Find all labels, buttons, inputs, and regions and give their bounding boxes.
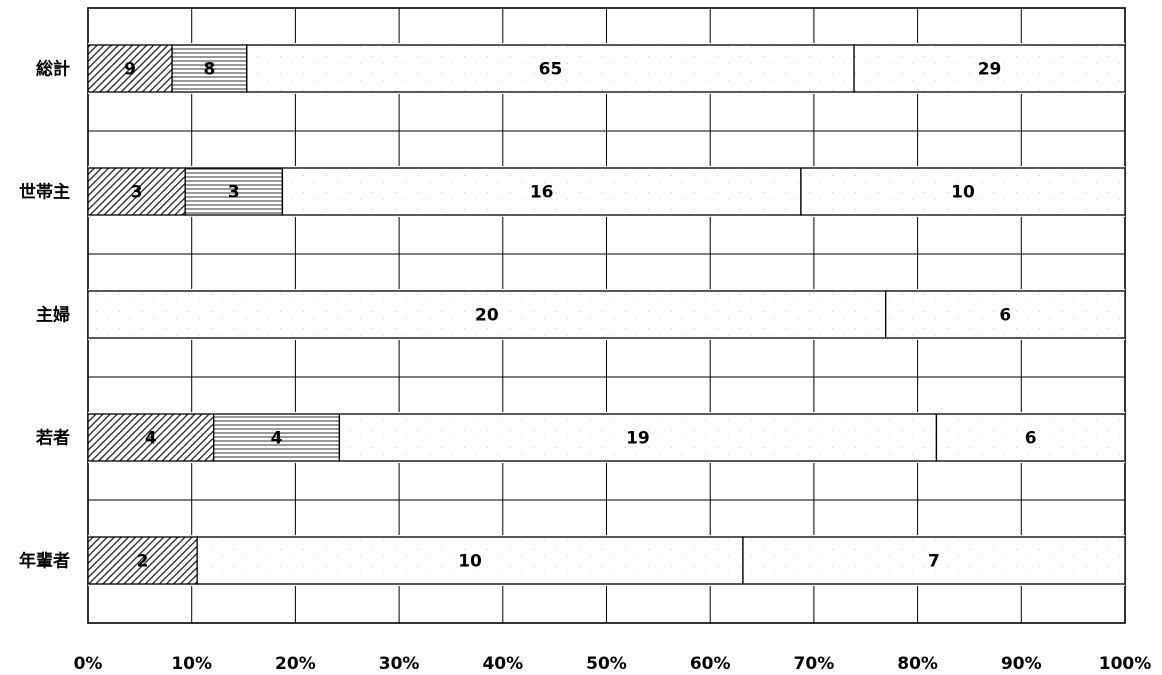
segment-value-label: 9 [124, 60, 136, 80]
bar-segment [87, 44, 173, 93]
segment-value-label: 20 [475, 306, 499, 326]
x-tick-label: 100% [1099, 654, 1152, 674]
x-tick-label: 20% [275, 654, 316, 674]
category-label: 若者 [35, 428, 70, 449]
category-label: 総計 [36, 59, 70, 80]
bar-segment [742, 536, 1126, 585]
segment-value-label: 2 [137, 552, 149, 572]
bar-segment [213, 413, 341, 462]
segment-value-label: 29 [978, 60, 1002, 80]
bar-segment [246, 44, 855, 93]
bar-segment [338, 413, 938, 462]
bar-segment [885, 290, 1126, 339]
bar-segment [853, 44, 1126, 93]
bar-segment [171, 44, 248, 93]
x-tick-label: 0% [74, 654, 103, 674]
category-label: 年輩者 [19, 551, 70, 572]
x-tick-label: 60% [690, 654, 731, 674]
bar-segment [184, 167, 284, 216]
segment-value-label: 10 [951, 183, 975, 203]
x-tick-label: 90% [1001, 654, 1042, 674]
bar-segment [87, 167, 186, 216]
segment-value-label: 8 [204, 60, 216, 80]
bar-segment [87, 536, 198, 585]
segment-value-label: 4 [145, 429, 157, 449]
x-tick-label: 30% [379, 654, 420, 674]
category-label: 主婦 [36, 305, 70, 326]
bar-segment [800, 167, 1126, 216]
segment-value-label: 3 [228, 183, 240, 203]
x-tick-label: 80% [897, 654, 938, 674]
segment-value-label: 7 [928, 552, 940, 572]
segment-value-label: 3 [131, 183, 143, 203]
segment-value-label: 16 [530, 183, 554, 203]
segment-value-label: 4 [271, 429, 283, 449]
segment-value-label: 10 [458, 552, 482, 572]
bar-segment [87, 290, 887, 339]
segment-value-label: 6 [999, 306, 1011, 326]
segment-value-label: 65 [539, 60, 563, 80]
x-tick-label: 70% [794, 654, 835, 674]
bar-segment [281, 167, 802, 216]
x-tick-label: 50% [586, 654, 627, 674]
bar-segment [935, 413, 1126, 462]
chart-grid [87, 7, 1126, 624]
x-axis-tick-labels: 0% 10% 20% 30% 40% 50% 60% 70% 80% 90% 100% [74, 654, 1152, 674]
bar-segment [196, 536, 744, 585]
chart-bars: 98652933161002064419620107 [87, 43, 1126, 586]
x-tick-label: 10% [171, 654, 212, 674]
category-label: 世帯主 [19, 182, 70, 203]
x-tick-label: 40% [482, 654, 523, 674]
bar-segment [87, 413, 215, 462]
segment-value-label: 6 [1025, 429, 1037, 449]
segment-value-label: 19 [626, 429, 650, 449]
